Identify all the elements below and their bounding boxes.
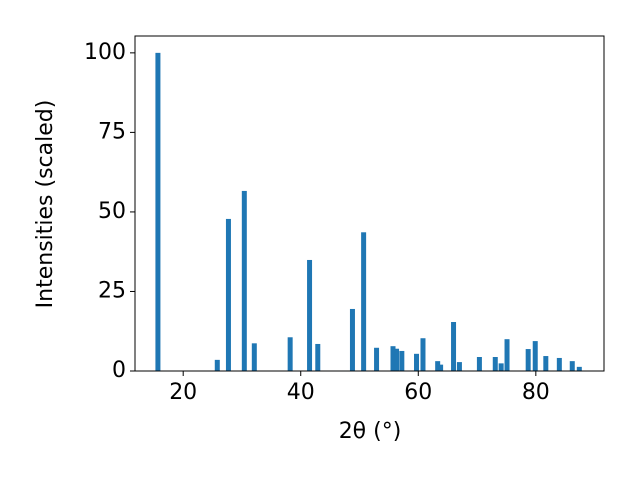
plot-frame [134, 35, 605, 372]
bar [251, 343, 257, 371]
bar [476, 357, 482, 371]
bar [569, 361, 575, 371]
y-tick-label: 100 [84, 40, 126, 65]
x-tick-label: 60 [404, 380, 432, 405]
bar [287, 337, 293, 371]
y-tick-label: 0 [112, 358, 126, 383]
bar [492, 357, 498, 371]
bar [525, 349, 531, 371]
bar [225, 218, 231, 371]
bar [399, 350, 405, 371]
y-tick-label: 75 [98, 119, 126, 144]
y-tick-label: 50 [98, 199, 126, 224]
x-axis-label: 2θ (°) [339, 419, 402, 444]
bar [532, 341, 538, 371]
bar [451, 322, 457, 371]
bar [241, 190, 247, 371]
bar [543, 356, 549, 371]
bar [390, 346, 396, 371]
y-axis-label: Intensities (scaled) [33, 100, 58, 309]
bar [576, 366, 582, 371]
bar [435, 361, 441, 371]
y-tick-label: 25 [98, 278, 126, 303]
x-tick-label: 40 [287, 380, 315, 405]
bar [374, 347, 380, 371]
bar [420, 338, 426, 371]
bar [438, 364, 444, 371]
x-tick-label: 80 [522, 380, 550, 405]
bar [349, 308, 355, 371]
bar [155, 52, 161, 371]
bar [307, 259, 313, 371]
bar [504, 339, 510, 371]
bar [315, 343, 321, 371]
bar [361, 232, 367, 371]
x-tick-label: 20 [169, 380, 197, 405]
bar [214, 359, 220, 371]
bar [394, 348, 400, 371]
bar [456, 362, 462, 371]
bar [556, 357, 562, 371]
bar [498, 363, 504, 371]
bar [414, 353, 420, 371]
